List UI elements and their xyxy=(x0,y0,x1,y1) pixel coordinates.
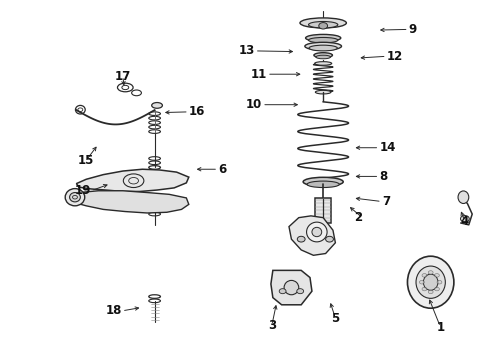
Ellipse shape xyxy=(422,274,427,277)
Ellipse shape xyxy=(437,280,442,284)
Ellipse shape xyxy=(326,236,333,242)
Ellipse shape xyxy=(316,55,331,59)
Ellipse shape xyxy=(319,23,328,29)
Text: 11: 11 xyxy=(251,68,267,81)
Text: 17: 17 xyxy=(115,69,131,82)
Ellipse shape xyxy=(309,22,338,28)
Text: 3: 3 xyxy=(268,319,276,332)
Polygon shape xyxy=(76,169,189,192)
Text: 18: 18 xyxy=(105,305,122,318)
Text: 4: 4 xyxy=(461,215,469,228)
Ellipse shape xyxy=(435,287,440,291)
Ellipse shape xyxy=(458,191,469,203)
Text: 14: 14 xyxy=(379,141,396,154)
Polygon shape xyxy=(289,216,335,255)
Text: 12: 12 xyxy=(387,50,403,63)
Text: 1: 1 xyxy=(437,320,444,333)
Ellipse shape xyxy=(416,266,445,298)
Ellipse shape xyxy=(307,181,339,188)
Ellipse shape xyxy=(461,216,469,222)
Ellipse shape xyxy=(152,103,162,108)
Ellipse shape xyxy=(423,274,438,290)
Ellipse shape xyxy=(70,193,80,202)
Polygon shape xyxy=(69,191,189,213)
Text: 15: 15 xyxy=(78,154,95,167)
Ellipse shape xyxy=(300,18,346,28)
Ellipse shape xyxy=(309,45,337,51)
Ellipse shape xyxy=(408,256,454,308)
Text: 5: 5 xyxy=(331,311,340,325)
Ellipse shape xyxy=(297,236,305,242)
Ellipse shape xyxy=(316,90,331,94)
Text: 13: 13 xyxy=(239,44,255,57)
Ellipse shape xyxy=(297,289,304,294)
Ellipse shape xyxy=(284,280,299,295)
Text: 2: 2 xyxy=(354,211,362,224)
Text: 7: 7 xyxy=(382,195,390,208)
Ellipse shape xyxy=(428,271,433,274)
Ellipse shape xyxy=(428,290,433,294)
Ellipse shape xyxy=(312,227,322,237)
Text: 8: 8 xyxy=(379,170,388,183)
Ellipse shape xyxy=(435,274,440,277)
Ellipse shape xyxy=(314,53,332,58)
Ellipse shape xyxy=(303,177,343,186)
Ellipse shape xyxy=(309,37,338,43)
Ellipse shape xyxy=(279,289,286,294)
Text: 16: 16 xyxy=(189,105,205,118)
Ellipse shape xyxy=(65,189,85,206)
Text: 6: 6 xyxy=(218,163,226,176)
Ellipse shape xyxy=(306,35,341,41)
Text: 9: 9 xyxy=(409,23,417,36)
Text: 10: 10 xyxy=(246,98,262,111)
Text: 19: 19 xyxy=(74,184,91,197)
Ellipse shape xyxy=(419,280,424,284)
Ellipse shape xyxy=(422,287,427,291)
Ellipse shape xyxy=(305,42,342,50)
Ellipse shape xyxy=(307,222,327,242)
Ellipse shape xyxy=(315,62,332,65)
Polygon shape xyxy=(271,270,312,305)
Bar xyxy=(315,198,331,223)
